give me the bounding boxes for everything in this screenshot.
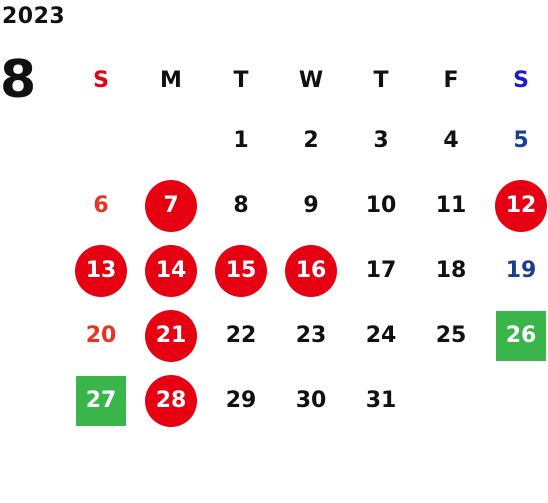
year-label: 2023 xyxy=(2,4,66,29)
weekday-tuesday: T xyxy=(233,67,249,93)
day-number: 23 xyxy=(295,323,327,348)
day-number: 31 xyxy=(365,388,397,413)
day-cell xyxy=(416,368,486,433)
day-cell xyxy=(136,108,206,173)
day-number-square-marked: 27 xyxy=(76,375,126,426)
day-number: 1 xyxy=(233,128,249,153)
day-number-circle-marked: 28 xyxy=(145,374,197,427)
day-cell[interactable]: 25 xyxy=(416,303,486,368)
day-cell[interactable]: 13 xyxy=(66,238,136,303)
day-cell[interactable]: 24 xyxy=(346,303,416,368)
day-cell[interactable]: 27 xyxy=(66,368,136,433)
day-number-circle-marked: 13 xyxy=(75,244,127,297)
day-cell[interactable]: 12 xyxy=(486,173,548,238)
day-cell xyxy=(66,108,136,173)
weekday-sunday: S xyxy=(93,67,109,93)
day-cell[interactable]: 3 xyxy=(346,108,416,173)
day-number: 30 xyxy=(295,388,327,413)
day-cell[interactable]: 2 xyxy=(276,108,346,173)
day-number: 3 xyxy=(373,128,389,153)
day-cell[interactable]: 21 xyxy=(136,303,206,368)
day-number: 2 xyxy=(303,128,319,153)
day-cell[interactable]: 9 xyxy=(276,173,346,238)
calendar-weeks: 1 2 3 4 5 6 7 8 9 10 11 12 13 14 15 16 17 18 19 20 21 22 23 24 2… xyxy=(66,108,548,433)
day-cell[interactable]: 6 xyxy=(66,173,136,238)
day-cell[interactable]: 11 xyxy=(416,173,486,238)
weekday-friday: F xyxy=(443,67,459,93)
day-cell[interactable]: 1 xyxy=(206,108,276,173)
day-cell[interactable]: 7 xyxy=(136,173,206,238)
weekday-monday: M xyxy=(160,67,182,93)
day-number: 18 xyxy=(435,258,467,283)
day-cell[interactable]: 4 xyxy=(416,108,486,173)
day-number: 8 xyxy=(233,193,249,218)
day-cell[interactable]: 30 xyxy=(276,368,346,433)
calendar-week-row: 20 21 22 23 24 25 26 xyxy=(66,303,548,368)
day-number: 22 xyxy=(225,323,257,348)
day-number-circle-marked: 16 xyxy=(285,244,337,297)
day-cell[interactable]: 28 xyxy=(136,368,206,433)
day-cell[interactable]: 23 xyxy=(276,303,346,368)
day-cell[interactable]: 20 xyxy=(66,303,136,368)
day-number-circle-marked: 12 xyxy=(495,179,547,232)
calendar-week-row: 13 14 15 16 17 18 19 xyxy=(66,238,548,303)
day-cell[interactable]: 16 xyxy=(276,238,346,303)
day-number-square-marked: 26 xyxy=(496,310,546,361)
calendar-week-row: 27 28 29 30 31 xyxy=(66,368,548,433)
day-number: 25 xyxy=(435,323,467,348)
day-cell[interactable]: 29 xyxy=(206,368,276,433)
day-number: 11 xyxy=(435,193,467,218)
weekday-thursday: T xyxy=(373,67,389,93)
day-cell[interactable]: 14 xyxy=(136,238,206,303)
day-number: 20 xyxy=(85,323,117,348)
day-cell xyxy=(486,368,548,433)
day-cell[interactable]: 18 xyxy=(416,238,486,303)
day-number: 24 xyxy=(365,323,397,348)
day-number: 4 xyxy=(443,128,459,153)
day-cell[interactable]: 22 xyxy=(206,303,276,368)
day-number: 19 xyxy=(505,258,537,283)
calendar-week-row: 6 7 8 9 10 11 12 xyxy=(66,173,548,238)
weekday-wednesday: W xyxy=(298,67,324,93)
day-cell[interactable]: 8 xyxy=(206,173,276,238)
day-number-circle-marked: 21 xyxy=(145,309,197,362)
day-number: 17 xyxy=(365,258,397,283)
day-number-circle-marked: 14 xyxy=(145,244,197,297)
day-number: 9 xyxy=(303,193,319,218)
month-number: 8 xyxy=(0,50,37,110)
day-number-circle-marked: 15 xyxy=(215,244,267,297)
weekday-header-row: S M T W T F S xyxy=(66,52,548,108)
day-cell[interactable]: 15 xyxy=(206,238,276,303)
day-cell[interactable]: 31 xyxy=(346,368,416,433)
calendar-week-row: 1 2 3 4 5 xyxy=(66,108,548,173)
weekday-saturday: S xyxy=(513,67,529,93)
day-cell[interactable]: 19 xyxy=(486,238,548,303)
calendar-grid: S M T W T F S 1 2 3 4 5 6 7 8 9 10 11 12 13 14 15 16 17 1… xyxy=(66,52,548,433)
day-number: 5 xyxy=(513,128,529,153)
day-number: 29 xyxy=(225,388,257,413)
day-number: 6 xyxy=(93,193,109,218)
day-cell[interactable]: 26 xyxy=(486,303,548,368)
day-cell[interactable]: 17 xyxy=(346,238,416,303)
day-cell[interactable]: 5 xyxy=(486,108,548,173)
day-number: 10 xyxy=(365,193,397,218)
day-number-circle-marked: 7 xyxy=(145,179,197,232)
day-cell[interactable]: 10 xyxy=(346,173,416,238)
